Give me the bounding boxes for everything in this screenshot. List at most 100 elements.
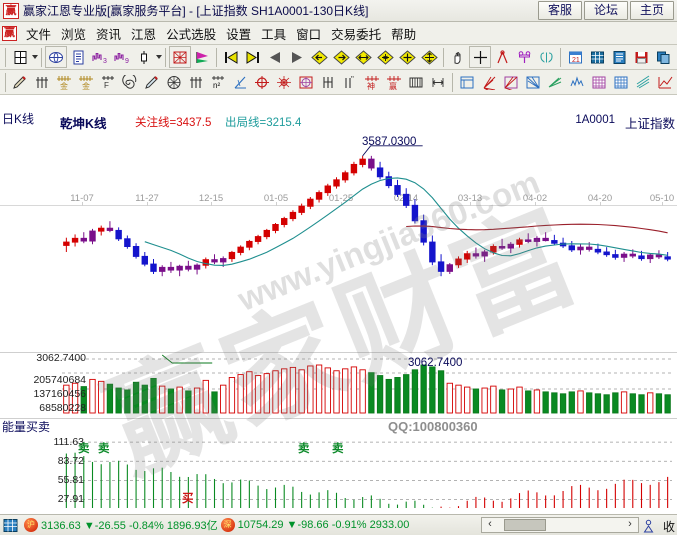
wave3-icon[interactable]: 3 xyxy=(90,47,110,67)
price-panel[interactable] xyxy=(0,130,677,352)
last-page-icon[interactable] xyxy=(243,47,263,67)
menu-item-gann[interactable]: 江恩 xyxy=(131,27,157,42)
gann-box-icon[interactable] xyxy=(169,46,191,68)
hand-icon[interactable] xyxy=(448,47,468,67)
grid-icon[interactable] xyxy=(3,518,18,533)
report-icon[interactable] xyxy=(609,47,629,67)
instrument-code: 1A0001 xyxy=(575,114,615,126)
qiankun-kline-title: 乾坤K线 xyxy=(60,117,107,131)
diamond-move-icon[interactable] xyxy=(419,47,439,67)
save-icon[interactable] xyxy=(631,47,651,67)
status-scrollbar[interactable]: ‹ › xyxy=(481,517,639,533)
homepage-button[interactable]: 主页 xyxy=(630,1,674,20)
diamond-right-icon[interactable] xyxy=(331,47,351,67)
ladder-icon[interactable] xyxy=(406,72,426,92)
bar-h-icon[interactable] xyxy=(318,72,338,92)
calendar21-icon[interactable]: 21 xyxy=(565,47,585,67)
gold-scale-icon[interactable]: 金 xyxy=(54,72,74,92)
diamond-left-icon[interactable] xyxy=(309,47,329,67)
svg-text:": " xyxy=(351,75,354,84)
candle-icon[interactable] xyxy=(134,47,154,67)
svg-text:神: 神 xyxy=(367,81,375,90)
toolbar-separator xyxy=(5,72,6,92)
volume-panel[interactable] xyxy=(0,352,677,414)
document-icon[interactable] xyxy=(68,47,88,67)
diamond-zoom-icon[interactable] xyxy=(375,47,395,67)
marker-icon[interactable] xyxy=(142,72,162,92)
person-icon[interactable] xyxy=(642,519,657,534)
network-icon[interactable] xyxy=(45,46,67,68)
fan-red-icon[interactable] xyxy=(479,72,499,92)
bar-quote-icon[interactable]: " xyxy=(340,72,360,92)
menu-item-formula-stock-picking[interactable]: 公式选股 xyxy=(166,27,217,42)
star-target-icon[interactable] xyxy=(274,72,294,92)
svg-text:3: 3 xyxy=(103,58,107,65)
wave9-icon[interactable]: 9 xyxy=(112,47,132,67)
title-bar: 赢 赢家江恩专业版[赢家服务平台] - [上证指数 SH1A0001-130日K… xyxy=(0,0,677,22)
pen-icon[interactable] xyxy=(10,72,30,92)
spiral-icon[interactable] xyxy=(120,72,140,92)
scroll-prev-button[interactable]: ‹ xyxy=(488,518,492,530)
date-tick-mark xyxy=(147,202,148,206)
tree-icon[interactable] xyxy=(514,47,534,67)
zigzag-icon[interactable] xyxy=(567,72,587,92)
first-page-icon[interactable] xyxy=(221,47,241,67)
comb-icon[interactable] xyxy=(32,72,52,92)
span-icon[interactable] xyxy=(428,72,448,92)
fan-blue-icon[interactable] xyxy=(523,72,543,92)
menu-item-browse[interactable]: 浏览 xyxy=(61,27,87,42)
indicator-axis-label-3: 27.91 xyxy=(57,493,84,505)
grid2-icon[interactable] xyxy=(611,72,631,92)
date-tick: 03-13 xyxy=(457,193,483,204)
volume-axis-label-1: 205740684 xyxy=(33,374,86,386)
menu-item-file[interactable]: 文件 xyxy=(26,27,52,42)
target-icon[interactable] xyxy=(252,72,272,92)
prev-arrow-icon[interactable] xyxy=(265,47,285,67)
indicator-axis-label-2: 55.81 xyxy=(57,474,84,486)
grid-circle-icon[interactable] xyxy=(296,72,316,92)
menu-item-tools[interactable]: 工具 xyxy=(261,27,287,42)
compass-icon[interactable] xyxy=(492,47,512,67)
diamond-expand-icon[interactable] xyxy=(353,47,373,67)
slant-grid-icon[interactable] xyxy=(633,72,653,92)
svg-text:21: 21 xyxy=(572,57,580,64)
n-squared-icon[interactable]: n² xyxy=(208,72,228,92)
energy-indicator-panel[interactable] xyxy=(0,418,677,514)
grid-table-icon[interactable] xyxy=(587,47,607,67)
comb2-icon[interactable] xyxy=(186,72,206,92)
grid1-icon[interactable] xyxy=(589,72,609,92)
forum-button[interactable]: 论坛 xyxy=(584,1,628,20)
menu-item-trade-order[interactable]: 交易委托 xyxy=(331,27,382,42)
menu-item-window[interactable]: 窗口 xyxy=(296,27,322,42)
candle-dropdown-caret-icon[interactable] xyxy=(155,47,162,67)
status-bar: 沪 3136.63 ▼-26.55 -0.84% 1896.93亿 深 1075… xyxy=(0,514,677,535)
trend-icon[interactable] xyxy=(655,72,675,92)
ying-icon[interactable]: 赢 xyxy=(384,72,404,92)
copy-icon[interactable] xyxy=(653,47,673,67)
brain-icon[interactable] xyxy=(536,47,556,67)
fan-flag-icon[interactable] xyxy=(192,47,212,67)
diamond-cross-icon[interactable] xyxy=(397,47,417,67)
calendar-day-icon[interactable] xyxy=(10,47,30,67)
fork-icon[interactable]: F xyxy=(98,72,118,92)
angle-lines-icon[interactable] xyxy=(545,72,565,92)
date-tick-mark xyxy=(600,202,601,206)
scroll-next-button[interactable]: › xyxy=(628,518,632,530)
scroll-thumb[interactable] xyxy=(504,519,546,531)
fan-box-icon[interactable] xyxy=(501,72,521,92)
toolbar-separator xyxy=(216,47,217,67)
chart-area[interactable]: 11-0711-2712-1501-0501-2502-1403-1304-02… xyxy=(0,96,677,514)
customer-service-button[interactable]: 客服 xyxy=(538,1,582,20)
calendar-dropdown-caret-icon[interactable] xyxy=(31,47,38,67)
gold-scale2-icon[interactable]: 金 xyxy=(76,72,96,92)
frame-icon[interactable] xyxy=(457,72,477,92)
menu-item-news[interactable]: 资讯 xyxy=(96,27,122,42)
next-arrow-icon[interactable] xyxy=(287,47,307,67)
svg-text:F: F xyxy=(104,81,109,90)
menu-item-settings[interactable]: 设置 xyxy=(226,27,252,42)
angle-icon[interactable] xyxy=(230,72,250,92)
shen-icon[interactable]: 神 xyxy=(362,72,382,92)
menu-item-help[interactable]: 帮助 xyxy=(391,27,417,42)
crosshair-icon[interactable] xyxy=(469,46,491,68)
circle-web-icon[interactable] xyxy=(164,72,184,92)
